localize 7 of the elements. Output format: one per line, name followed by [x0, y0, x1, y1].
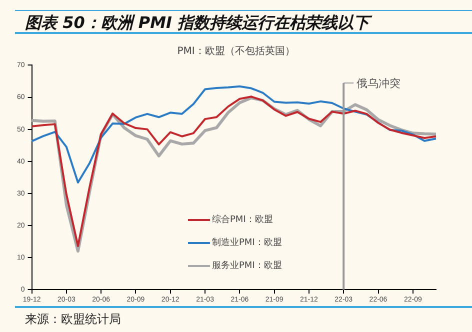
legend-label: 服务业PMI：欧盟 — [211, 260, 282, 273]
ref-line-label: 俄乌冲突 — [356, 76, 401, 90]
legend-label: 综合PMI：欧盟 — [211, 214, 274, 227]
chart-subtitle: PMI：欧盟（不包括英国） — [176, 44, 296, 58]
source-note: 来源：欧盟统计局 — [15, 306, 472, 328]
legend-label: 制造业PMI：欧盟 — [211, 236, 282, 250]
chart-title: 图表 50：欧洲 PMI 指数持续运行在枯荣线以下 — [15, 10, 472, 34]
